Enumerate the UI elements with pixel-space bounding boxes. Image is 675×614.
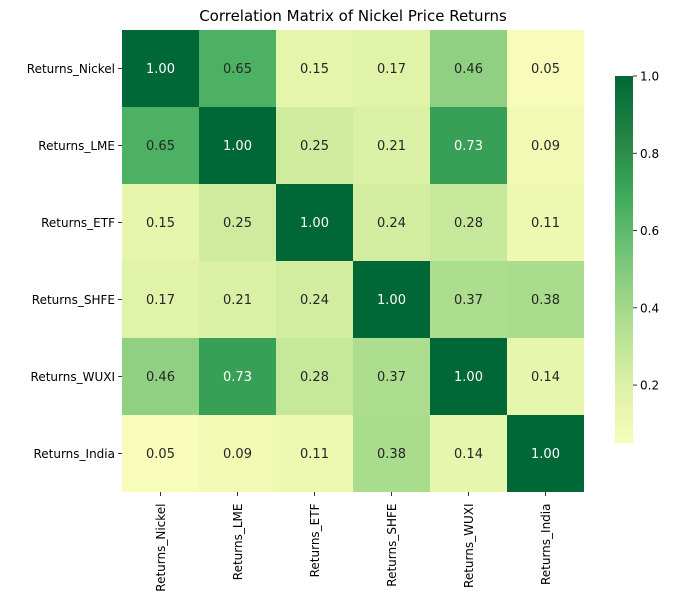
colorbar-ticks: 0.2 0.4 0.6 0.8 1.0 <box>633 70 659 393</box>
cell-value-label: 0.37 <box>454 293 483 308</box>
heatmap-cell <box>507 415 584 492</box>
heatmap-cell <box>353 30 430 107</box>
heatmap-cell <box>353 338 430 415</box>
cell-value-label: 0.73 <box>454 139 483 154</box>
heatmap-cell <box>122 415 199 492</box>
cell-value-label: 0.15 <box>300 62 329 77</box>
cell-value-label: 0.11 <box>531 216 560 231</box>
heatmap-cell <box>507 261 584 338</box>
heatmap-cell <box>199 184 276 261</box>
cell-value-label: 0.24 <box>377 216 406 231</box>
cell-value-label: 0.46 <box>146 370 175 385</box>
heatmap-cell <box>122 261 199 338</box>
heatmap-cell <box>122 184 199 261</box>
cell-value-label: 0.17 <box>377 62 406 77</box>
cell-value-label: 0.21 <box>223 293 252 308</box>
heatmap-cell <box>507 338 584 415</box>
cell-value-label: 0.73 <box>223 370 252 385</box>
heatmap-cell <box>507 107 584 184</box>
cell-value-label: 0.28 <box>300 370 329 385</box>
y-tick-label: Returns_LME <box>38 139 115 153</box>
heatmap-cell <box>430 107 507 184</box>
cell-value-label: 0.24 <box>300 293 329 308</box>
heatmap-cell <box>122 338 199 415</box>
cell-value-label: 0.17 <box>146 293 175 308</box>
cell-value-label: 1.00 <box>531 447 560 462</box>
heatmap-cell <box>430 184 507 261</box>
cell-value-label: 0.38 <box>377 447 406 462</box>
cell-value-label: 1.00 <box>377 293 406 308</box>
x-tick-label: Returns_ETF <box>308 503 322 577</box>
cell-value-label: 0.28 <box>454 216 483 231</box>
cell-value-label: 0.38 <box>531 293 560 308</box>
heatmap-cell <box>353 107 430 184</box>
cell-value-label: 0.21 <box>377 139 406 154</box>
heatmap-cell <box>507 30 584 107</box>
heatmap-cell <box>430 338 507 415</box>
colorbar-tick-label: 0.8 <box>640 147 659 161</box>
colorbar-tick-label: 0.2 <box>640 379 659 393</box>
heatmap-cell <box>199 30 276 107</box>
y-tick-label: Returns_SHFE <box>32 293 115 307</box>
x-tick-label: Returns_SHFE <box>385 504 399 587</box>
cell-value-label: 0.65 <box>146 139 175 154</box>
cell-value-label: 1.00 <box>300 216 329 231</box>
heatmap-cell <box>276 415 353 492</box>
heatmap-cell <box>430 30 507 107</box>
x-tick-label: Returns_WUXI <box>462 504 476 588</box>
colorbar-tick-label: 1.0 <box>640 70 659 84</box>
cell-value-label: 0.05 <box>531 62 560 77</box>
heatmap-cell <box>199 338 276 415</box>
cell-value-label: 1.00 <box>223 139 252 154</box>
cell-value-label: 0.65 <box>223 62 252 77</box>
x-axis: Returns_Nickel Returns_LME Returns_ETF Retu… <box>154 492 553 592</box>
colorbar: 0.2 0.4 0.6 0.8 1.0 <box>615 70 659 443</box>
cell-value-label: 1.00 <box>146 62 175 77</box>
y-tick-label: Returns_WUXI <box>31 370 115 384</box>
heatmap-cell <box>430 415 507 492</box>
cell-value-label: 1.00 <box>454 370 483 385</box>
heatmap-cell <box>507 184 584 261</box>
cell-value-label: 0.15 <box>146 216 175 231</box>
cell-value-label: 0.46 <box>454 62 483 77</box>
x-tick-label: Returns_India <box>539 504 553 586</box>
x-tick-label: Returns_Nickel <box>154 504 168 592</box>
colorbar-tick-label: 0.4 <box>640 301 659 315</box>
heatmap-cell <box>122 30 199 107</box>
chart-title: Correlation Matrix of Nickel Price Retur… <box>199 7 507 25</box>
y-tick-label: Returns_India <box>33 447 115 461</box>
heatmap-cell <box>430 261 507 338</box>
colorbar-gradient <box>615 76 633 443</box>
y-axis: Returns_Nickel Returns_LME Returns_ETF Retu… <box>27 62 122 461</box>
colorbar-tick-label: 0.6 <box>640 224 659 238</box>
cell-value-label: 0.09 <box>531 139 560 154</box>
heatmap-cell <box>122 107 199 184</box>
heatmap-cell <box>353 261 430 338</box>
cell-value-label: 0.09 <box>223 447 252 462</box>
heatmap-cell <box>353 415 430 492</box>
heatmap-cell <box>276 30 353 107</box>
heatmap-cell <box>276 184 353 261</box>
heatmap-cell <box>276 107 353 184</box>
heatmap-cell <box>199 415 276 492</box>
y-tick-label: Returns_Nickel <box>27 62 115 76</box>
heatmap-cell <box>353 184 430 261</box>
heatmap-cell <box>199 261 276 338</box>
cell-value-label: 0.25 <box>223 216 252 231</box>
cell-value-label: 0.25 <box>300 139 329 154</box>
cell-value-label: 0.11 <box>300 447 329 462</box>
x-tick-label: Returns_LME <box>231 504 245 581</box>
heatmap-cell <box>199 107 276 184</box>
heatmap-cell <box>276 261 353 338</box>
heatmap-cells: 1.00 0.65 0.15 0.17 0.46 0.05 0.65 1.00 0.25 0.21… <box>122 30 584 492</box>
cell-value-label: 0.05 <box>146 447 175 462</box>
cell-value-label: 0.37 <box>377 370 406 385</box>
y-tick-label: Returns_ETF <box>41 216 115 230</box>
cell-value-label: 0.14 <box>454 447 483 462</box>
cell-value-label: 0.14 <box>531 370 560 385</box>
heatmap-cell <box>276 338 353 415</box>
